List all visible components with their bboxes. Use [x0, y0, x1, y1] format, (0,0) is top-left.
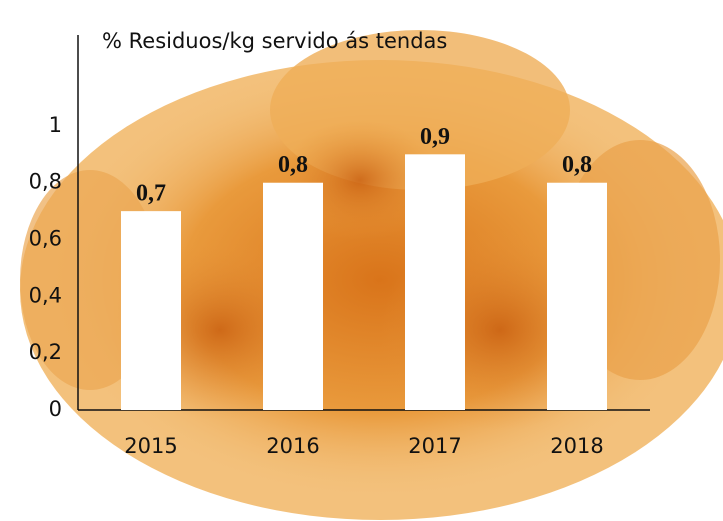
axis-title: % Residuos/kg servido ás tendas — [102, 29, 447, 53]
x-tick-label: 2018 — [550, 434, 603, 458]
value-label: 0,8 — [562, 152, 592, 178]
x-tick-label: 2016 — [266, 434, 319, 458]
y-tick-label: 0,4 — [29, 283, 62, 307]
chart: % Residuos/kg servido ás tendas 0 0,2 0,4 0… — [0, 0, 723, 521]
bar — [405, 154, 465, 410]
bar — [121, 211, 181, 410]
y-tick-label: 1 — [49, 113, 62, 137]
y-tick-label: 0 — [49, 397, 62, 421]
bar — [547, 183, 607, 410]
y-tick-label: 0,8 — [29, 170, 62, 194]
y-tick-label: 0,2 — [29, 340, 62, 364]
x-tick-label: 2015 — [124, 434, 177, 458]
value-label: 0,7 — [136, 181, 166, 207]
value-label: 0,9 — [420, 124, 450, 150]
x-tick-label: 2017 — [408, 434, 461, 458]
y-tick-label: 0,6 — [29, 227, 62, 251]
value-label: 0,8 — [278, 152, 308, 178]
bar — [263, 183, 323, 410]
